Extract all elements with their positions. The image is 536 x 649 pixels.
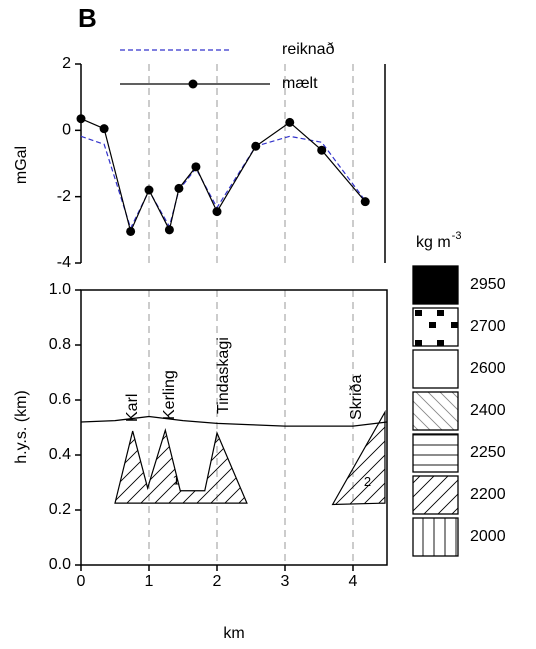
surface-line <box>80 415 388 427</box>
plot-frame <box>80 289 388 566</box>
x-tick-label: 1 <box>145 573 154 590</box>
geologic-body <box>114 427 248 504</box>
y-tick-label: 2 <box>62 55 71 72</box>
legend-label: 2600 <box>470 360 506 377</box>
legend-label: 2950 <box>470 276 506 293</box>
x-tick-label: 2 <box>213 573 222 590</box>
swatch <box>412 433 459 473</box>
data-point <box>164 225 174 235</box>
y-tick-label: 0.8 <box>49 336 71 353</box>
legend-swatch <box>412 349 459 389</box>
y-tick-label: -4 <box>57 254 71 271</box>
legend-swatch <box>412 307 459 347</box>
y-tick-label: 0.0 <box>49 556 71 573</box>
x-axis-label: km <box>223 625 244 642</box>
data-point <box>126 226 136 236</box>
legend-swatch <box>412 433 459 473</box>
data-point <box>99 124 109 134</box>
data-point <box>212 207 222 217</box>
data-point <box>76 114 86 124</box>
y-tick-label: 1.0 <box>49 281 71 298</box>
swatch <box>412 349 459 389</box>
swatch <box>412 391 459 431</box>
y-tick-label: 0.6 <box>49 391 71 408</box>
x-tick-label: 4 <box>349 573 358 590</box>
legend-swatch <box>412 517 459 557</box>
legend-marker <box>188 79 198 89</box>
swatch <box>412 517 459 557</box>
swatch-dot <box>415 310 422 316</box>
swatch <box>412 475 459 515</box>
data-point <box>317 145 327 155</box>
legend-label: 2400 <box>470 402 506 419</box>
legend-label: reiknað <box>282 41 335 58</box>
y-tick-label: -2 <box>57 188 71 205</box>
legend-label: 2200 <box>470 486 506 503</box>
swatch-dot <box>437 310 444 316</box>
body-label: 1 <box>173 473 180 488</box>
legend-label: 2700 <box>470 318 506 335</box>
series-line <box>80 118 366 234</box>
data-point <box>285 117 295 127</box>
annotation: Kerling <box>161 370 178 420</box>
data-point <box>191 162 201 172</box>
geologic-body <box>331 409 386 506</box>
y-axis-label: mGal <box>13 146 30 184</box>
data-point <box>174 183 184 193</box>
legend-label: mælt <box>282 75 318 92</box>
swatch-dot <box>415 340 422 346</box>
legend-swatch <box>412 391 459 431</box>
x-tick-label: 3 <box>281 573 290 590</box>
y-tick-label: 0.4 <box>49 446 71 463</box>
swatch-dot <box>451 322 458 328</box>
legend-label: 2000 <box>470 528 506 545</box>
y-axis-label: h.y.s. (km) <box>13 390 30 463</box>
data-point <box>360 197 370 207</box>
y-tick-label: 0.2 <box>49 501 71 518</box>
swatch-dot <box>429 322 436 328</box>
annotation: Tindaskagi <box>215 337 232 414</box>
swatch-dot <box>437 340 444 346</box>
annotation: Skriða <box>348 375 365 420</box>
swatch <box>412 265 459 305</box>
data-point <box>251 141 261 151</box>
body-label: 2 <box>364 474 371 489</box>
y-tick-label: 0 <box>62 122 71 139</box>
legend-label: 2250 <box>470 444 506 461</box>
legend-title: kg m-3 <box>416 230 461 251</box>
annotation: Karl <box>124 394 141 422</box>
legend-swatch <box>412 475 459 515</box>
data-point <box>144 185 154 195</box>
legend-swatch <box>412 265 459 305</box>
x-tick-label: 0 <box>77 573 86 590</box>
panel-title: B <box>78 3 97 33</box>
